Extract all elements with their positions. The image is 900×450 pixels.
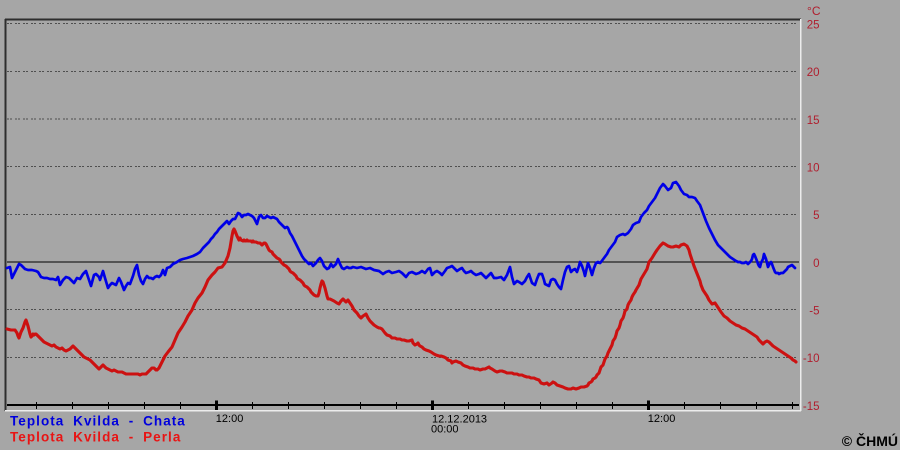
svg-text:20: 20 bbox=[807, 67, 820, 79]
svg-text:© ČHMÚ: © ČHMÚ bbox=[842, 432, 898, 449]
svg-text:Teplota Kvilda - Perla: Teplota Kvilda - Perla bbox=[10, 429, 181, 444]
svg-text:12:00: 12:00 bbox=[648, 413, 676, 425]
svg-text:12.12.2013: 12.12.2013 bbox=[432, 414, 487, 426]
svg-text:°C: °C bbox=[807, 4, 821, 18]
svg-text:-15: -15 bbox=[803, 401, 820, 413]
svg-text:-10: -10 bbox=[803, 353, 820, 365]
svg-text:5: 5 bbox=[813, 210, 819, 222]
svg-text:12:00: 12:00 bbox=[216, 413, 244, 425]
svg-text:00:00: 00:00 bbox=[431, 424, 459, 436]
svg-text:10: 10 bbox=[807, 163, 820, 175]
svg-text:0: 0 bbox=[813, 258, 819, 270]
svg-text:Teplota Kvilda - Chata: Teplota Kvilda - Chata bbox=[10, 413, 186, 428]
svg-text:-5: -5 bbox=[809, 306, 819, 318]
svg-text:25: 25 bbox=[807, 20, 820, 32]
svg-text:15: 15 bbox=[807, 115, 820, 127]
